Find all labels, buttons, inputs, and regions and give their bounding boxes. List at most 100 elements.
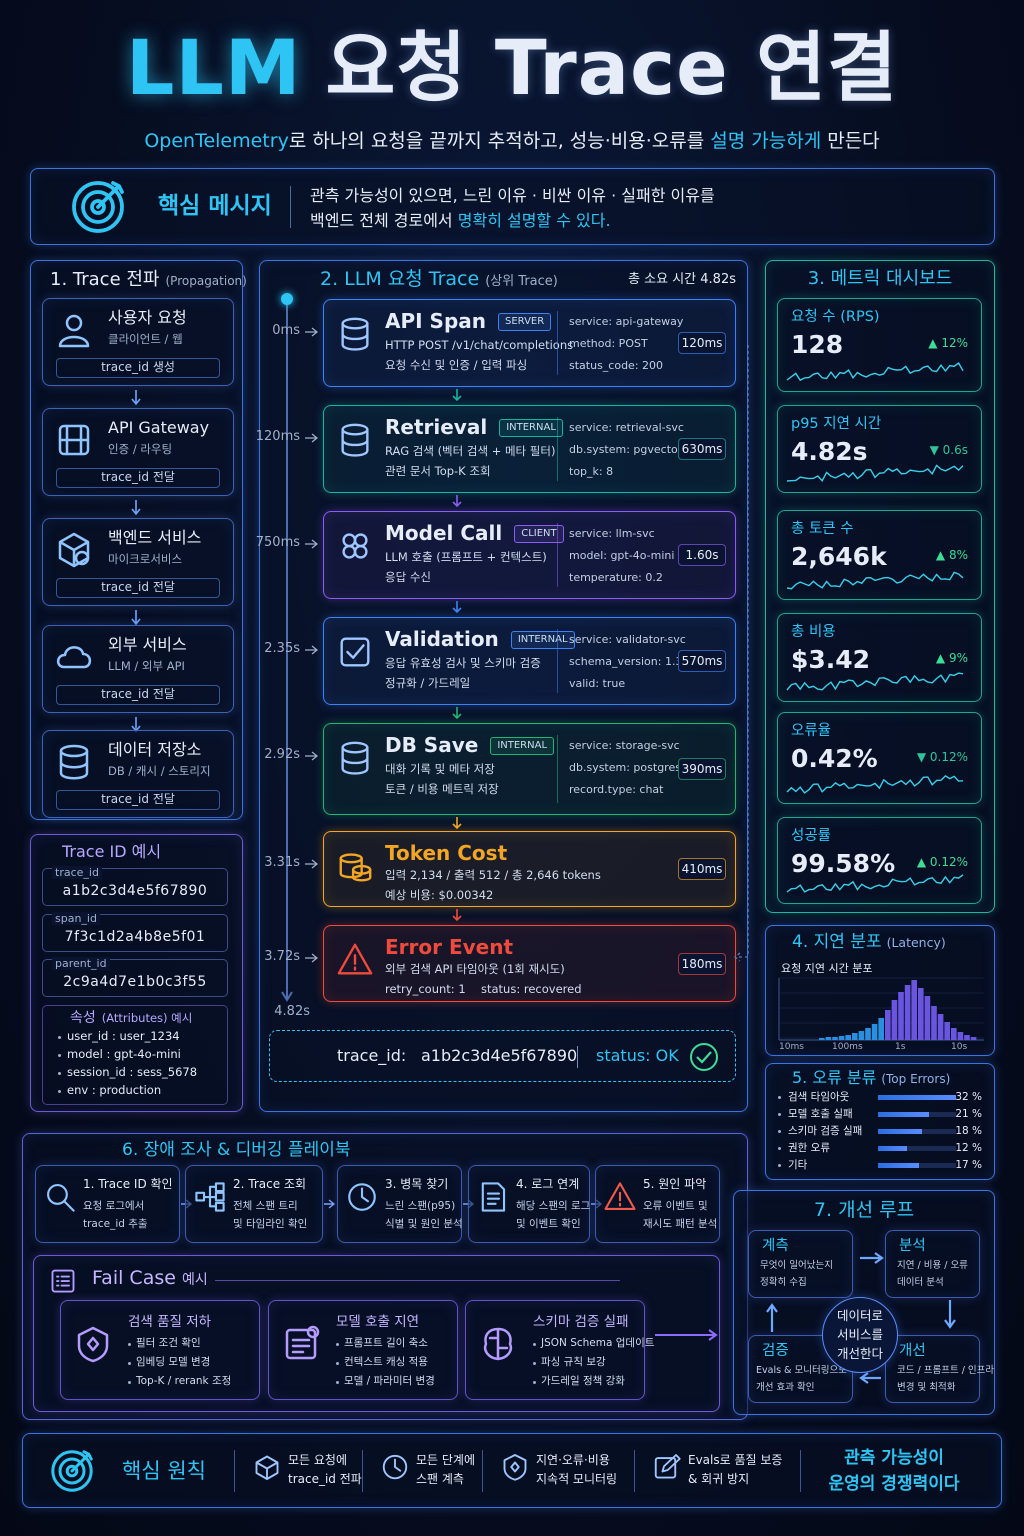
step-card xyxy=(42,518,234,606)
playbook-step-line: 및 이벤트 확인 xyxy=(516,1218,581,1230)
icon-part xyxy=(819,1038,825,1040)
playbook-step xyxy=(185,1165,323,1243)
icon-part xyxy=(786,672,964,691)
step-desc: DB / 캐시 / 스토리지 xyxy=(108,764,211,778)
text-part: 1. Trace 전파 xyxy=(50,269,160,290)
icon-part xyxy=(214,1182,225,1193)
icon-part xyxy=(51,1450,93,1492)
icon-part xyxy=(131,717,141,733)
error-name: 검색 타임아웃 xyxy=(788,1091,850,1103)
fail-case-item: 프롬프트 길이 축소 xyxy=(344,1337,428,1349)
metric-card xyxy=(777,298,982,392)
arrow xyxy=(305,953,319,963)
axis-label: 1s xyxy=(895,1042,906,1052)
sparkline xyxy=(786,775,964,794)
arrow xyxy=(305,751,319,761)
metric-card xyxy=(777,405,982,493)
span-line: 응답 수신 xyxy=(385,570,431,584)
icon-part xyxy=(339,853,372,882)
text-part: Fail Case xyxy=(92,1267,176,1289)
rule xyxy=(215,1280,620,1281)
icon-part xyxy=(351,868,372,882)
section-title: 5. 오류 분류 (Top Errors) xyxy=(792,1068,950,1087)
trace-footer xyxy=(269,1030,736,1082)
step-tag-text: trace_id 전달 xyxy=(101,470,175,484)
arrow xyxy=(131,390,141,406)
attributes-box xyxy=(42,1005,228,1105)
icon-part xyxy=(604,1182,636,1210)
error-bar xyxy=(878,1129,922,1134)
icon-part xyxy=(324,1199,336,1209)
error-pct: 18 % xyxy=(955,1125,982,1137)
axis-label: 10s xyxy=(951,1042,968,1052)
icon-part xyxy=(58,314,90,348)
icon-part xyxy=(342,544,357,559)
icon-part xyxy=(341,317,369,351)
playbook-step-title: 4. 로그 연계 xyxy=(516,1177,580,1191)
span-attr: service: storage-svc xyxy=(569,739,680,752)
icon-part xyxy=(481,1182,506,1212)
field-value: a1b2c3d4e5f67890 xyxy=(62,883,208,899)
text-part: (Latency) xyxy=(886,935,946,950)
icon-part xyxy=(341,317,369,330)
text-part: (Propagation) xyxy=(165,274,247,288)
icon-part xyxy=(944,1022,950,1040)
fail-case-card xyxy=(268,1300,458,1400)
subtitle-part: OpenTelemetry xyxy=(144,130,289,152)
text-part: 명확히 설명할 수 있다. xyxy=(457,211,611,230)
span-kind: INTERNAL xyxy=(499,419,563,437)
error-name: 권한 오류 xyxy=(788,1142,830,1154)
icon-part xyxy=(696,1051,712,1064)
metric-label: 오류율 xyxy=(791,723,832,739)
icon-part xyxy=(394,1458,402,1472)
bullet xyxy=(778,1164,781,1167)
playbook-step-line: 느린 스팬(p95) xyxy=(385,1200,456,1212)
arrow xyxy=(305,539,319,549)
divider xyxy=(290,186,291,228)
icon-part xyxy=(661,1454,681,1473)
loop-node-line: 무엇이 일어났는지 xyxy=(760,1260,833,1271)
playbook-step-line: 식별 및 원인 분석 xyxy=(385,1218,463,1230)
icon-part xyxy=(285,1325,320,1360)
icon-part xyxy=(74,550,90,566)
icon xyxy=(56,646,92,669)
step-name: 데이터 저장소 xyxy=(108,740,202,759)
step-desc: 인증 / 라우팅 xyxy=(108,442,173,456)
axis-label: 10ms xyxy=(779,1042,804,1052)
icon-part xyxy=(654,1457,677,1479)
section-title: 3. 메트릭 대시보드 xyxy=(807,268,953,289)
span-line: retry_count: 1 xyxy=(385,982,466,996)
icon-part xyxy=(337,943,373,975)
span-kind: INTERNAL xyxy=(510,631,575,649)
icon-part xyxy=(766,1252,956,1384)
icon-part xyxy=(786,775,964,794)
icon-part xyxy=(59,749,89,780)
principle-line: 모든 단계에 xyxy=(416,1453,476,1467)
arrow xyxy=(452,495,462,508)
span-attr: service: llm-svc xyxy=(569,527,655,540)
icon-part xyxy=(56,646,92,669)
error-pct: 21 % xyxy=(955,1108,982,1120)
error-name: 스키마 검증 실패 xyxy=(788,1125,863,1137)
span-attr: status: recovered xyxy=(481,982,582,996)
metric-label: 성공률 xyxy=(791,828,832,844)
icon-part xyxy=(859,1372,881,1384)
principle-line: 지속적 모니터링 xyxy=(536,1472,618,1486)
title-part: 요청 Trace 연결 xyxy=(325,23,898,112)
errors-panel xyxy=(765,1063,995,1180)
icon-part xyxy=(305,539,319,549)
icon-part xyxy=(891,1000,898,1040)
icon-part xyxy=(58,532,90,568)
bullet xyxy=(533,1343,536,1346)
text-part: 백엔드 전체 경로에서 xyxy=(310,211,458,230)
field-box xyxy=(42,959,228,997)
arrow xyxy=(452,389,462,402)
icon-part xyxy=(72,181,124,233)
metric-value: $3.42 xyxy=(791,645,871,674)
loop-node-title: 개선 xyxy=(899,1343,926,1359)
text-part: 예시 xyxy=(181,1272,208,1288)
footer-label: trace_id: xyxy=(337,1046,407,1065)
fail-case-item: JSON Schema 업데이트 xyxy=(541,1337,655,1349)
icon xyxy=(654,1454,681,1479)
time-label: 4.82s xyxy=(274,1004,310,1019)
